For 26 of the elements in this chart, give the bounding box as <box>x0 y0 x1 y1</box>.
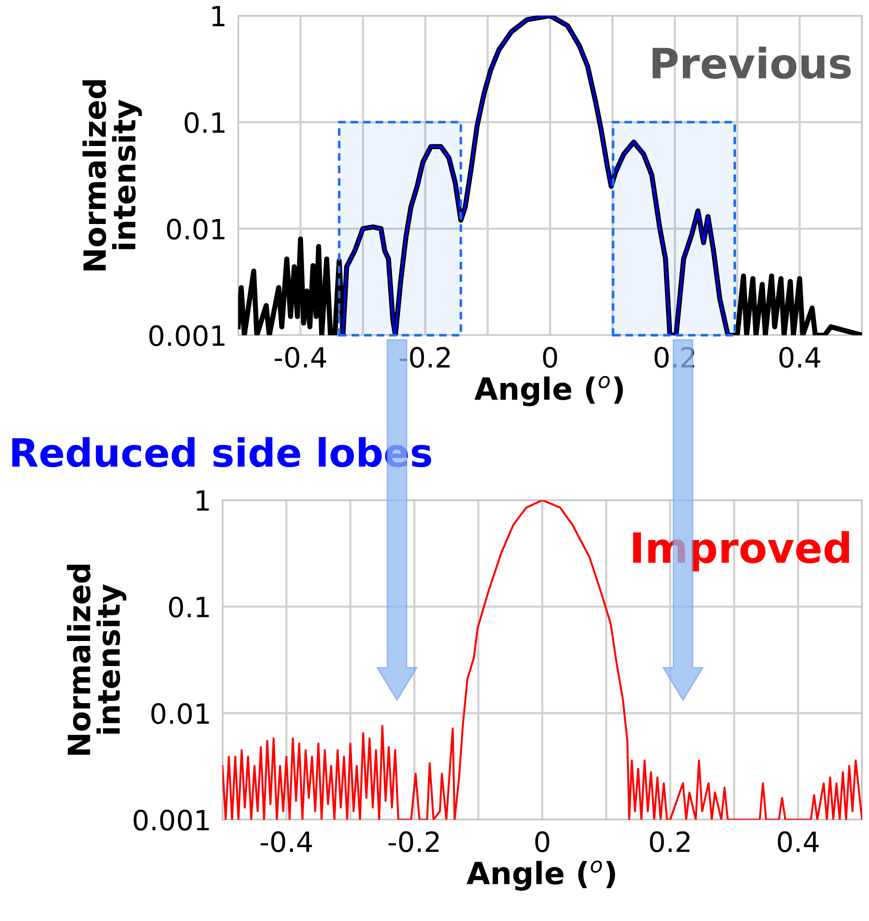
x-tick-label: 0.2 <box>650 831 690 852</box>
annotation: Improved <box>633 531 849 572</box>
y-axis-title: Normalized intensity <box>82 80 142 270</box>
y-tick-label: 0.001 <box>134 810 209 831</box>
y-axis-title: Normalized intensity <box>66 564 126 755</box>
line-series <box>222 500 862 820</box>
y-tick-label: 0.001 <box>149 325 224 346</box>
x-axis-title: Angle ($^{o}$) <box>474 376 623 406</box>
x-tick-label: 0 <box>535 831 550 852</box>
x-tick-label: -0.4 <box>260 831 312 852</box>
x-tick-label: 0.4 <box>779 346 820 368</box>
x-tick-label: 0.4 <box>778 831 819 852</box>
x-tick-label: -0.2 <box>400 346 450 368</box>
y-tick-label: 0.01 <box>151 703 209 724</box>
x-axis-title: Angle ($^{o}$) <box>466 860 616 891</box>
x-tick-label: 0 <box>543 346 558 368</box>
y-tick-label: 1 <box>212 6 224 26</box>
annotation: Previous <box>652 46 851 79</box>
y-tick-label: 0.01 <box>166 218 224 240</box>
y-tick-label: 1 <box>196 490 209 511</box>
x-tick-label: 0.2 <box>654 346 694 368</box>
x-tick-label: -0.2 <box>388 831 439 852</box>
x-tick-label: -0.4 <box>274 346 326 368</box>
text: Reduced side lobes <box>12 437 432 468</box>
y-tick-label: 0.1 <box>169 596 209 618</box>
y-tick-label: 0.1 <box>184 112 224 134</box>
